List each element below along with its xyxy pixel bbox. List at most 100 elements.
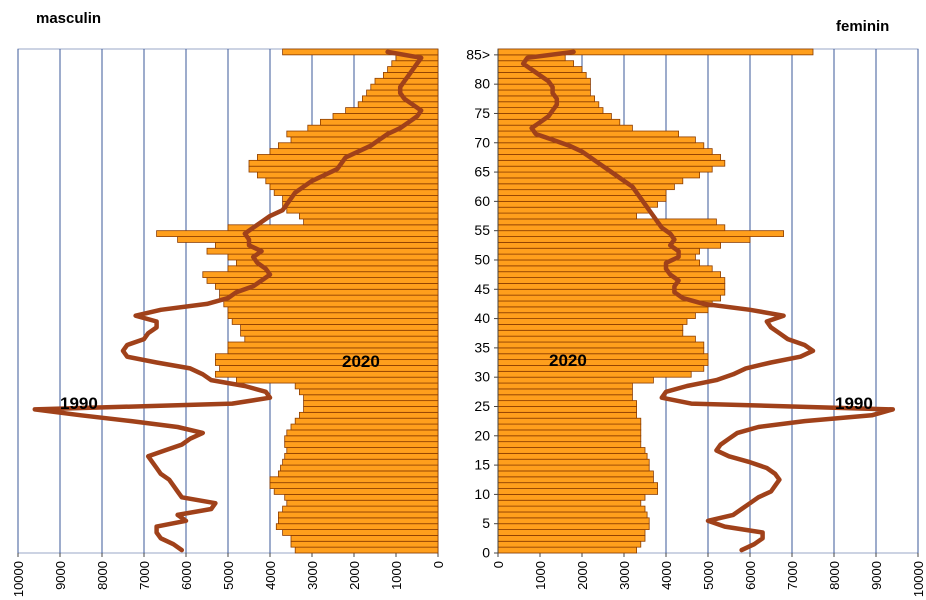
bar-feminin-2020 <box>497 206 650 214</box>
bar-feminin-2020 <box>497 177 684 185</box>
right-x-tick-label: 9000 <box>869 561 884 590</box>
left-x-tick-label: 3000 <box>305 561 320 590</box>
annotation-label: 1990 <box>60 394 98 413</box>
bar-masculin-2020 <box>294 417 439 425</box>
bar-feminin-2020 <box>497 435 642 443</box>
bar-feminin-2020 <box>497 353 709 361</box>
bar-masculin-2020 <box>227 312 439 319</box>
bar-masculin-2020 <box>298 411 439 419</box>
bar-feminin-2020 <box>497 124 633 132</box>
bar-masculin-2020 <box>284 441 439 448</box>
bar-masculin-2020 <box>303 406 439 413</box>
bar-feminin-2020 <box>497 335 696 343</box>
bar-masculin-2020 <box>290 423 439 431</box>
bar-masculin-2020 <box>277 142 439 150</box>
bar-feminin-2020 <box>497 388 633 396</box>
annotation-label: 2020 <box>342 352 380 371</box>
left-plot-area: 0 1000 2000 3000 4000 5000 6000 7000 8000 9000 100… <box>11 48 446 597</box>
bar-feminin-2020 <box>497 212 638 220</box>
bar-feminin-2020 <box>497 493 646 501</box>
bar-masculin-2020 <box>206 247 439 255</box>
bar-masculin-2020 <box>177 236 439 243</box>
bar-feminin-2020 <box>497 277 726 284</box>
bar-feminin-2020 <box>497 230 785 237</box>
right-x-tick-label: 7000 <box>785 561 800 590</box>
bar-masculin-2020 <box>307 124 439 132</box>
bar-masculin-2020 <box>298 388 439 396</box>
bar-feminin-2020 <box>497 306 709 314</box>
left-x-tick-label: 4000 <box>263 561 278 590</box>
bar-feminin-2020 <box>497 523 650 530</box>
left-x-tick-label: 8000 <box>95 561 110 590</box>
bar-feminin-2020 <box>497 136 696 144</box>
bar-feminin-2020 <box>497 288 726 296</box>
left-x-tick-label: 6000 <box>179 561 194 590</box>
left-x-tick-label: 0 <box>431 561 446 568</box>
right-x-tick-label: 3000 <box>617 561 632 590</box>
bar-feminin-2020 <box>497 83 591 91</box>
right-x-tick-label: 8000 <box>827 561 842 590</box>
bar-feminin-2020 <box>497 517 650 525</box>
bar-masculin-2020 <box>240 324 439 331</box>
age-tick-label: 10 <box>474 486 490 502</box>
bar-feminin-2020 <box>497 130 680 138</box>
annotation-label: 2020 <box>549 351 587 370</box>
bar-feminin-2020 <box>497 417 642 425</box>
age-tick-label: 20 <box>474 427 490 443</box>
bar-feminin-2020 <box>497 154 722 161</box>
bar-masculin-2020 <box>223 300 439 308</box>
bar-masculin-2020 <box>282 529 439 536</box>
age-tick-label: 80 <box>474 76 490 92</box>
age-tick-label: 60 <box>474 193 490 209</box>
bar-masculin-2020 <box>248 165 439 173</box>
bar-masculin-2020 <box>219 288 439 296</box>
bar-masculin-2020 <box>275 523 439 530</box>
bar-masculin-2020 <box>219 365 439 372</box>
right-x-tick-label: 6000 <box>743 561 758 590</box>
bar-feminin-2020 <box>497 535 646 542</box>
bar-masculin-2020 <box>156 230 439 237</box>
bar-masculin-2020 <box>282 458 439 466</box>
age-tick-label: 85> <box>466 46 490 62</box>
bar-masculin-2020 <box>284 435 439 443</box>
bar-feminin-2020 <box>497 247 701 255</box>
right-plot-area: 0 1000 2000 3000 4000 5000 6000 7000 8000 9000 100… <box>491 48 926 597</box>
bar-feminin-2020 <box>497 183 675 191</box>
bar-masculin-2020 <box>202 271 439 278</box>
left-x-tick-label: 1000 <box>389 561 404 590</box>
bar-masculin-2020 <box>290 540 439 548</box>
bar-feminin-2020 <box>497 171 701 179</box>
annotations: 1990 2020 2020 1990 <box>60 351 873 413</box>
right-x-tick-label: 5000 <box>701 561 716 590</box>
bar-feminin-2020 <box>497 66 583 73</box>
bar-feminin-2020 <box>497 447 646 454</box>
bar-masculin-2020 <box>290 136 439 144</box>
bar-masculin-2020 <box>303 394 439 402</box>
bar-masculin-2020 <box>282 48 439 56</box>
bar-masculin-2020 <box>277 470 439 478</box>
bar-masculin-2020 <box>303 400 439 407</box>
bar-feminin-2020 <box>497 540 642 548</box>
bar-feminin-2020 <box>497 499 642 507</box>
annotation-label: 1990 <box>835 394 873 413</box>
bar-feminin-2020 <box>497 376 654 384</box>
bar-masculin-2020 <box>277 511 439 519</box>
bar-masculin-2020 <box>332 113 439 120</box>
bar-masculin-2020 <box>214 370 439 378</box>
bar-feminin-2020 <box>497 60 574 67</box>
bar-feminin-2020 <box>497 265 713 273</box>
bar-feminin-2020 <box>497 148 713 155</box>
age-tick-label: 75 <box>474 105 490 121</box>
bar-masculin-2020 <box>269 183 439 191</box>
left-x-tick-label: 7000 <box>137 561 152 590</box>
bar-feminin-2020 <box>497 271 722 278</box>
bar-masculin-2020 <box>286 447 439 454</box>
bar-masculin-2020 <box>235 259 439 267</box>
bar-feminin-2020 <box>497 95 595 103</box>
bar-feminin-2020 <box>497 452 648 460</box>
line-feminin-1990 <box>520 49 896 553</box>
bar-feminin-2020 <box>497 464 650 472</box>
bar-masculin-2020 <box>282 505 439 513</box>
bar-masculin-2020 <box>231 318 439 325</box>
